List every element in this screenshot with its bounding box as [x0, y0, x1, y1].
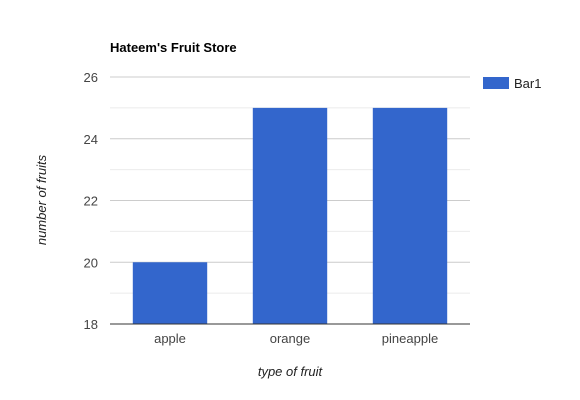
chart-title: Hateem's Fruit Store: [110, 40, 237, 55]
axes: 18 20 22 24 26 apple orange pineapple: [84, 70, 470, 346]
bar-orange: [252, 107, 328, 324]
x-tick-label: apple: [154, 331, 186, 346]
y-tick-label: 22: [84, 194, 98, 209]
y-tick-label: 26: [84, 70, 98, 85]
x-tick-label: orange: [270, 331, 310, 346]
legend-swatch-bar1: [483, 77, 509, 89]
legend-label-bar1: Bar1: [514, 76, 541, 91]
x-axis-title: type of fruit: [258, 364, 324, 379]
y-tick-label: 20: [84, 255, 98, 270]
y-tick-label: 24: [84, 132, 98, 147]
y-tick-label: 18: [84, 317, 98, 332]
legend: Bar1: [483, 76, 541, 91]
bar-apple: [132, 262, 208, 324]
x-tick-label: pineapple: [382, 331, 438, 346]
y-axis-title: number of fruits: [34, 154, 49, 245]
bars: [132, 107, 448, 324]
bar-pineapple: [372, 107, 448, 324]
